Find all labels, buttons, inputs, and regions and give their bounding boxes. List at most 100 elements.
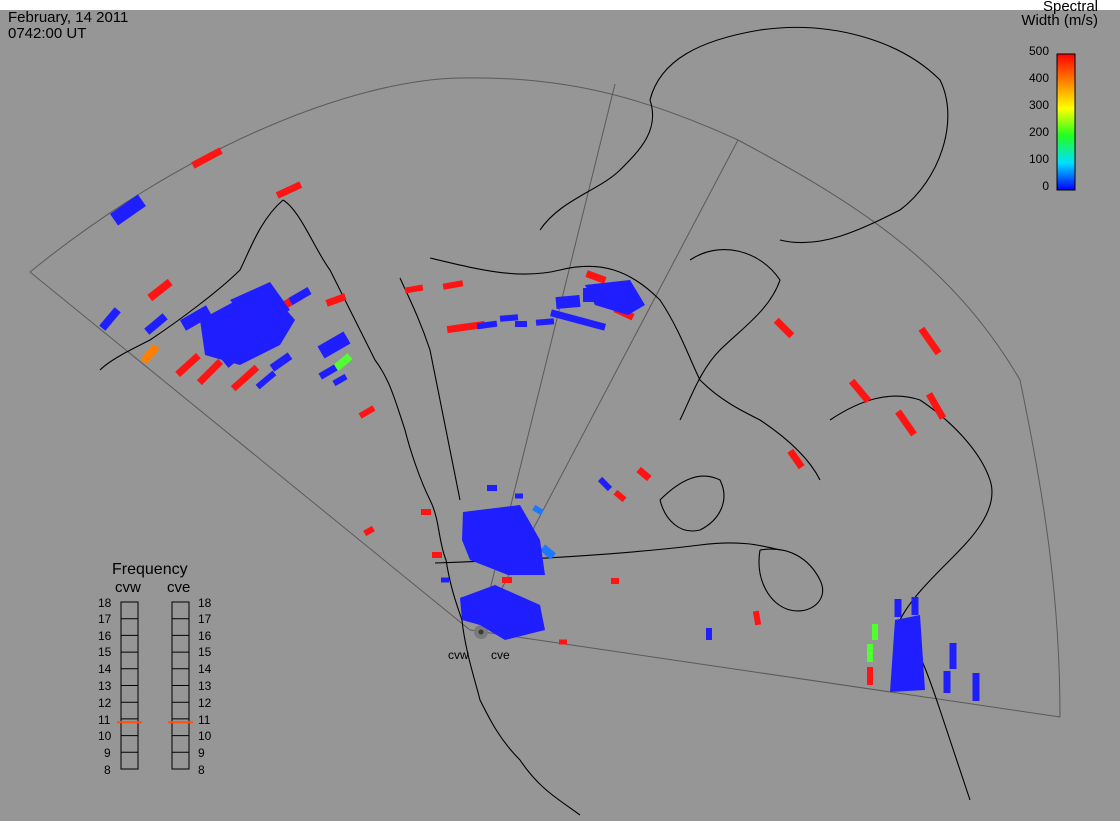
- frequency-label-left: 11: [98, 713, 111, 727]
- fov-west-edge: [29, 271, 471, 631]
- date-label: February, 14 2011: [8, 9, 129, 26]
- echo-cell: [752, 610, 762, 626]
- echo-cell: [275, 181, 303, 199]
- echo-cell: [358, 405, 376, 419]
- echo-cell: [144, 313, 168, 335]
- echo-cell: [325, 293, 347, 307]
- frequency-title: Frequency: [112, 561, 188, 578]
- colorbar-title-line1: Spectral: [1042, 0, 1098, 15]
- echo-cell: [918, 326, 942, 356]
- echo-cell: [585, 270, 607, 284]
- echo-cell: [502, 577, 512, 583]
- echo-cell: [894, 599, 902, 617]
- echo-patch: [462, 505, 545, 575]
- echo-cell: [872, 624, 878, 640]
- echo-cell: [404, 284, 424, 294]
- frequency-label-left: 8: [104, 763, 111, 777]
- frequency-radar-west: cvw: [115, 579, 141, 596]
- echo-cell: [140, 343, 160, 365]
- echo-cell: [446, 320, 486, 334]
- echo-cell: [515, 493, 523, 499]
- coast-baffin: [679, 249, 781, 421]
- coastlines: [99, 26, 993, 816]
- coast-labrador: [829, 395, 993, 621]
- echo-cell: [147, 278, 173, 302]
- frequency-label-right: 8: [198, 763, 205, 777]
- echo-cell: [175, 353, 201, 377]
- frequency-label-right: 11: [198, 713, 211, 727]
- time-label: 0742:00 UT: [8, 25, 87, 42]
- echo-cell: [487, 485, 497, 491]
- frequency-label-left: 10: [98, 729, 112, 743]
- echo-cell: [706, 628, 712, 640]
- fov-east-edge: [469, 629, 1061, 718]
- echo-cell: [230, 364, 260, 392]
- echo-cell: [180, 305, 212, 331]
- frequency-label-right: 10: [198, 729, 212, 743]
- frequency-label-left: 15: [98, 645, 112, 659]
- echo-cell: [555, 294, 581, 310]
- echo-cell: [421, 509, 431, 515]
- frequency-label-right: 13: [198, 679, 212, 693]
- frequency-label-left: 16: [98, 629, 112, 643]
- echo-cell: [191, 147, 223, 169]
- echo-cell: [949, 643, 957, 669]
- colorbar-tick: 0: [1042, 179, 1049, 193]
- radar-site-marker: [478, 629, 484, 635]
- echo-cell: [787, 448, 805, 470]
- echo-cell: [867, 644, 873, 662]
- echo-cell: [99, 307, 121, 331]
- frequency-label-right: 14: [198, 662, 212, 676]
- colorbar-tick: 500: [1028, 44, 1049, 58]
- echo-cell: [611, 578, 619, 584]
- echo-cell: [895, 409, 917, 437]
- frequency-label-right: 16: [198, 629, 212, 643]
- frequency-label-left: 14: [98, 662, 112, 676]
- frequency-label-left: 18: [98, 596, 112, 610]
- map-background: [0, 10, 1120, 821]
- echo-cell: [943, 671, 951, 693]
- echo-cell: [911, 597, 919, 615]
- echo-cell: [441, 577, 449, 583]
- frequency-gauge-ticks: [121, 618, 189, 753]
- frequency-label-left: 9: [104, 746, 111, 760]
- echo-patch: [230, 282, 290, 330]
- frequency-label-left: 17: [98, 612, 112, 626]
- echo-cell: [597, 476, 613, 492]
- frequency-radar-east: cve: [167, 579, 191, 596]
- border-alaska: [399, 277, 461, 501]
- echo-cell: [110, 194, 146, 226]
- echo-patch: [890, 615, 925, 692]
- radar-label-east: cve: [491, 648, 510, 662]
- echo-cell: [613, 489, 627, 503]
- colorbar-tick: 300: [1028, 98, 1049, 112]
- coast-greenland: [539, 26, 949, 244]
- coast-pacific: [282, 199, 581, 816]
- frequency-label-right: 9: [198, 746, 205, 760]
- echo-cell: [532, 504, 544, 516]
- frequency-label-left: 12: [98, 696, 112, 710]
- radar-label-west: cvw: [448, 648, 469, 662]
- colorbar-tick: 200: [1028, 125, 1049, 139]
- coast-hudson-bay: [659, 475, 725, 532]
- echo-cell: [288, 287, 312, 305]
- colorbar-title-line2: Width (m/s): [1021, 12, 1098, 29]
- echo-cell: [255, 370, 277, 390]
- echo-cell: [540, 544, 556, 560]
- echo-cell: [317, 331, 351, 359]
- frequency-label-left: 13: [98, 679, 112, 693]
- echo-cell: [476, 320, 498, 330]
- echo-cell: [925, 392, 947, 420]
- echo-patch: [585, 280, 645, 315]
- frequency-label-right: 12: [198, 696, 212, 710]
- echo-cell: [196, 358, 224, 386]
- echo-cell: [848, 378, 872, 404]
- frequency-label-right: 17: [198, 612, 212, 626]
- echo-cell: [318, 364, 338, 380]
- coast-alaska: [99, 199, 284, 371]
- echo-cell: [363, 525, 375, 537]
- echo-cell: [559, 639, 567, 645]
- echo-patch: [460, 585, 545, 640]
- colorbar-tick: 100: [1028, 152, 1049, 166]
